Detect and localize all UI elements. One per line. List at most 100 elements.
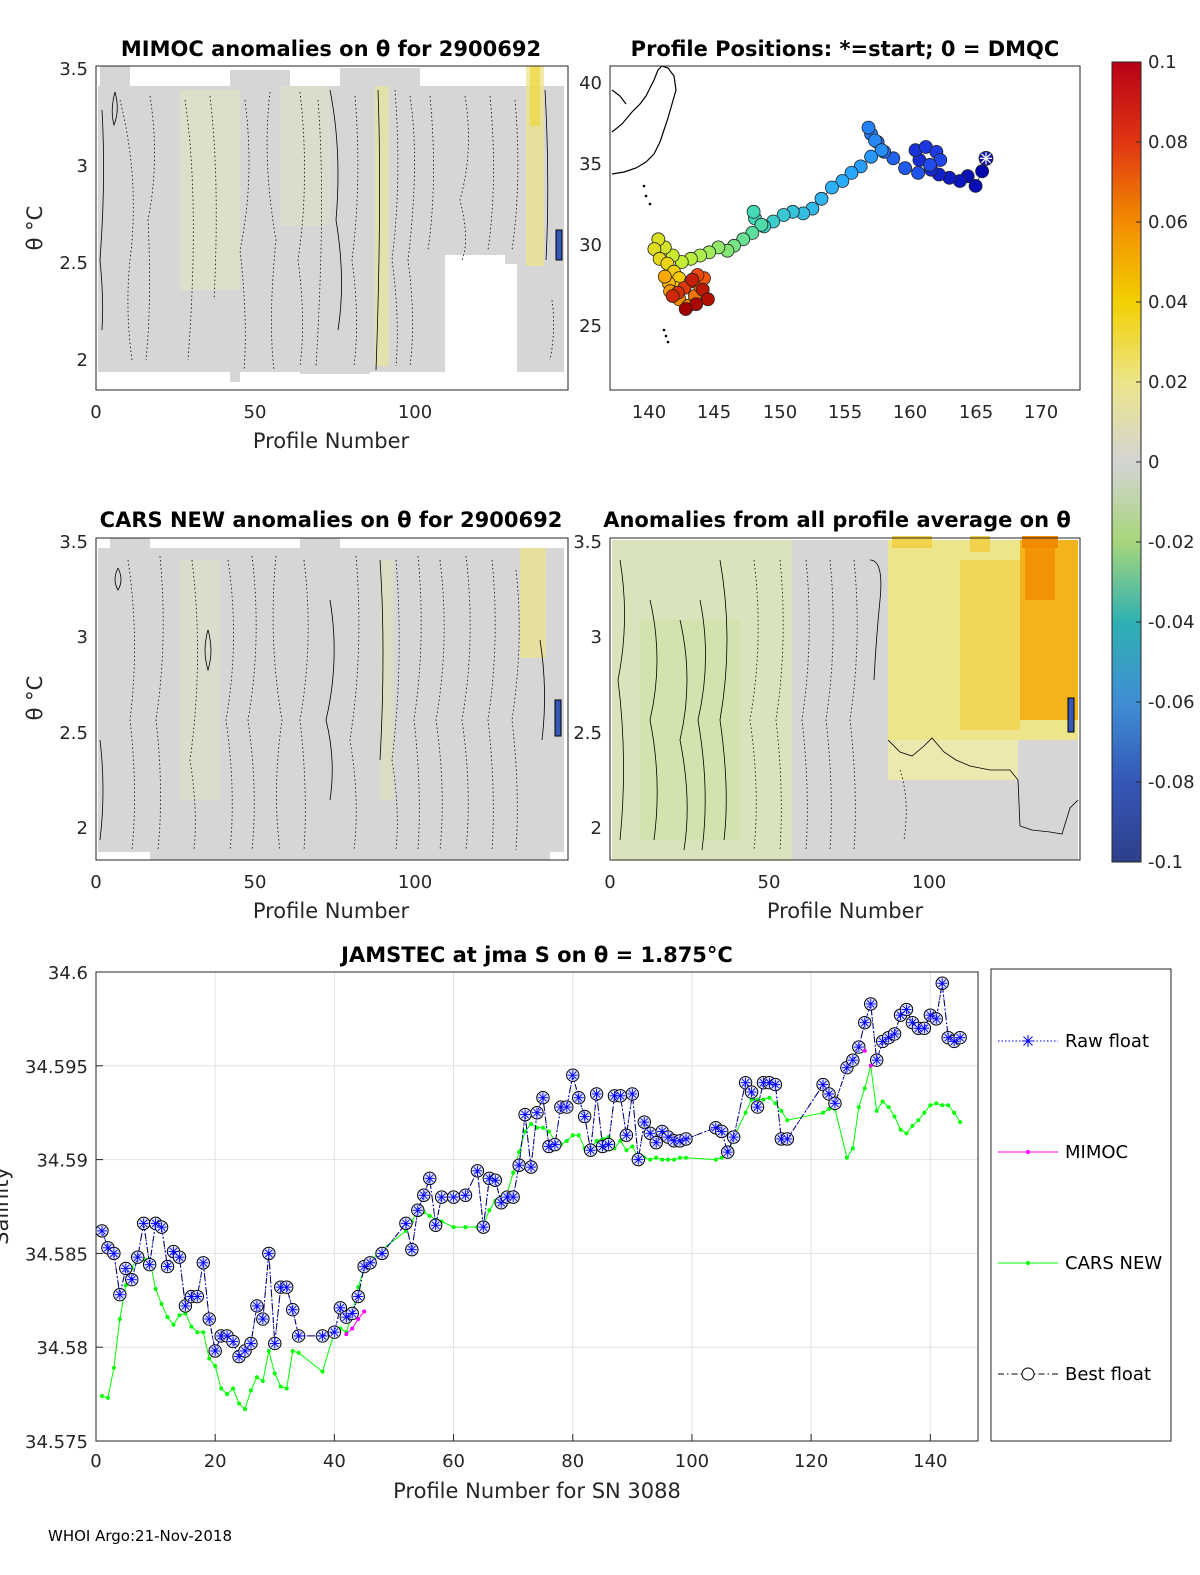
legend-raw-label: Raw float (1065, 1031, 1149, 1052)
xtick: 0 (90, 402, 101, 423)
cars-point (177, 1313, 182, 1318)
ytick: 3.5 (59, 59, 88, 80)
y-tick-label: 34.6 (48, 963, 88, 984)
raw-point (645, 1128, 656, 1139)
cars-point (898, 1127, 903, 1132)
cars-point (242, 1407, 247, 1412)
raw-point (585, 1145, 596, 1156)
salinity-axes-box (95, 971, 979, 1442)
cars-point (320, 1369, 325, 1374)
mimoc-line (345, 1311, 365, 1335)
ytick: 2.5 (573, 723, 602, 744)
xtick: 150 (763, 402, 797, 423)
series-mimoc (344, 1048, 873, 1337)
cars-axes-box (95, 537, 569, 861)
legend-best-label: Best float (1065, 1364, 1151, 1385)
cars-point (570, 1133, 575, 1138)
raw-point (430, 1220, 441, 1231)
ytick: 3 (77, 627, 88, 648)
raw-point (633, 1154, 644, 1165)
y-tick-label: 34.59 (36, 1151, 88, 1172)
xtick: 0 (604, 872, 615, 893)
cars-point (248, 1388, 253, 1393)
x-tick-label: 120 (794, 1451, 828, 1472)
raw-point (293, 1330, 304, 1341)
cars-point (225, 1392, 230, 1397)
y-tick-label: 34.585 (25, 1244, 88, 1265)
position-point (835, 174, 850, 188)
cars-point (117, 1317, 122, 1322)
cars-point (546, 1129, 551, 1134)
raw-point (937, 978, 948, 989)
salinity-ylabel: Salinity (0, 1167, 13, 1245)
raw-point (335, 1302, 346, 1313)
footer-stamp: WHOI Argo:21-Nov-2018 (48, 1527, 232, 1545)
cars-point (529, 1121, 534, 1126)
cars-point (827, 1106, 832, 1111)
raw-point (752, 1102, 763, 1113)
float-positions (647, 120, 994, 316)
cars-point (928, 1103, 933, 1108)
ytick: 25 (579, 316, 602, 337)
raw-point (627, 1088, 638, 1099)
raw-point (317, 1330, 328, 1341)
ytick: 40 (579, 73, 602, 94)
x-tick-label: 100 (675, 1451, 709, 1472)
raw-point (740, 1077, 751, 1088)
mimoc-point (350, 1326, 355, 1331)
position-point (665, 289, 680, 303)
legend-best: Best float (998, 1364, 1151, 1385)
raw-point (138, 1218, 149, 1229)
xtick: 140 (632, 402, 666, 423)
raw-point (263, 1248, 274, 1259)
xtick: 50 (244, 872, 267, 893)
raw-point (108, 1248, 119, 1259)
raw-point (412, 1205, 423, 1216)
ytick: 35 (579, 154, 602, 175)
series-raw-float (96, 978, 966, 1362)
raw-point (490, 1175, 501, 1186)
xtick: 0 (90, 872, 101, 893)
raw-point (448, 1192, 459, 1203)
mimoc-yticks: 3.5 3 2.5 2 (59, 59, 88, 371)
cars-point (683, 1155, 688, 1160)
raw-point (406, 1244, 417, 1255)
cars-point (916, 1118, 921, 1123)
raw-point (573, 1092, 584, 1103)
raw-point (680, 1133, 691, 1144)
salinity-title: JAMSTEC at jma S on θ = 1.875°C (339, 943, 733, 967)
raw-point (579, 1111, 590, 1122)
xtick: 100 (398, 402, 432, 423)
raw-point (639, 1117, 650, 1128)
cars-point (195, 1330, 200, 1335)
raw-point (591, 1088, 602, 1099)
raw-point (931, 1013, 942, 1024)
raw-point (472, 1165, 483, 1176)
x-tick-label: 20 (204, 1451, 227, 1472)
raw-point (943, 1032, 954, 1043)
position-point (975, 164, 989, 179)
mimoc-panel: MIMOC anomalies on θ for 2900692 (23, 37, 569, 453)
salinity-xticks: 0 20 40 60 80 100 120 140 (90, 1434, 948, 1472)
position-point (874, 143, 889, 158)
cars-point (111, 1365, 116, 1370)
salinity-plot-area (96, 972, 978, 1441)
colorbar-tick-label: 0.1 (1148, 52, 1177, 73)
raw-point (245, 1338, 256, 1349)
cars-point (231, 1386, 236, 1391)
mimoc-point (862, 1048, 867, 1053)
xtick: 160 (893, 402, 927, 423)
raw-point (418, 1190, 429, 1201)
x-tick-label: 60 (442, 1451, 465, 1472)
xtick: 145 (697, 402, 731, 423)
ytick: 3 (77, 156, 88, 177)
raw-point (824, 1088, 835, 1099)
raw-point (889, 1028, 900, 1039)
legend-cars-label: CARS NEW (1065, 1253, 1162, 1274)
salinity-series (96, 976, 967, 1412)
raw-point (341, 1312, 352, 1323)
cars-point (773, 1101, 778, 1106)
colorbar-tick-label: -0.04 (1148, 612, 1195, 633)
raw-point (597, 1141, 608, 1152)
raw-point (228, 1336, 239, 1347)
